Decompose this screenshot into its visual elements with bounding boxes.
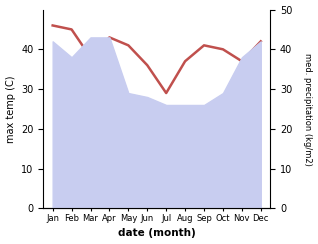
Y-axis label: max temp (C): max temp (C) [5, 75, 16, 143]
Y-axis label: med. precipitation (kg/m2): med. precipitation (kg/m2) [303, 52, 313, 165]
X-axis label: date (month): date (month) [118, 228, 196, 238]
